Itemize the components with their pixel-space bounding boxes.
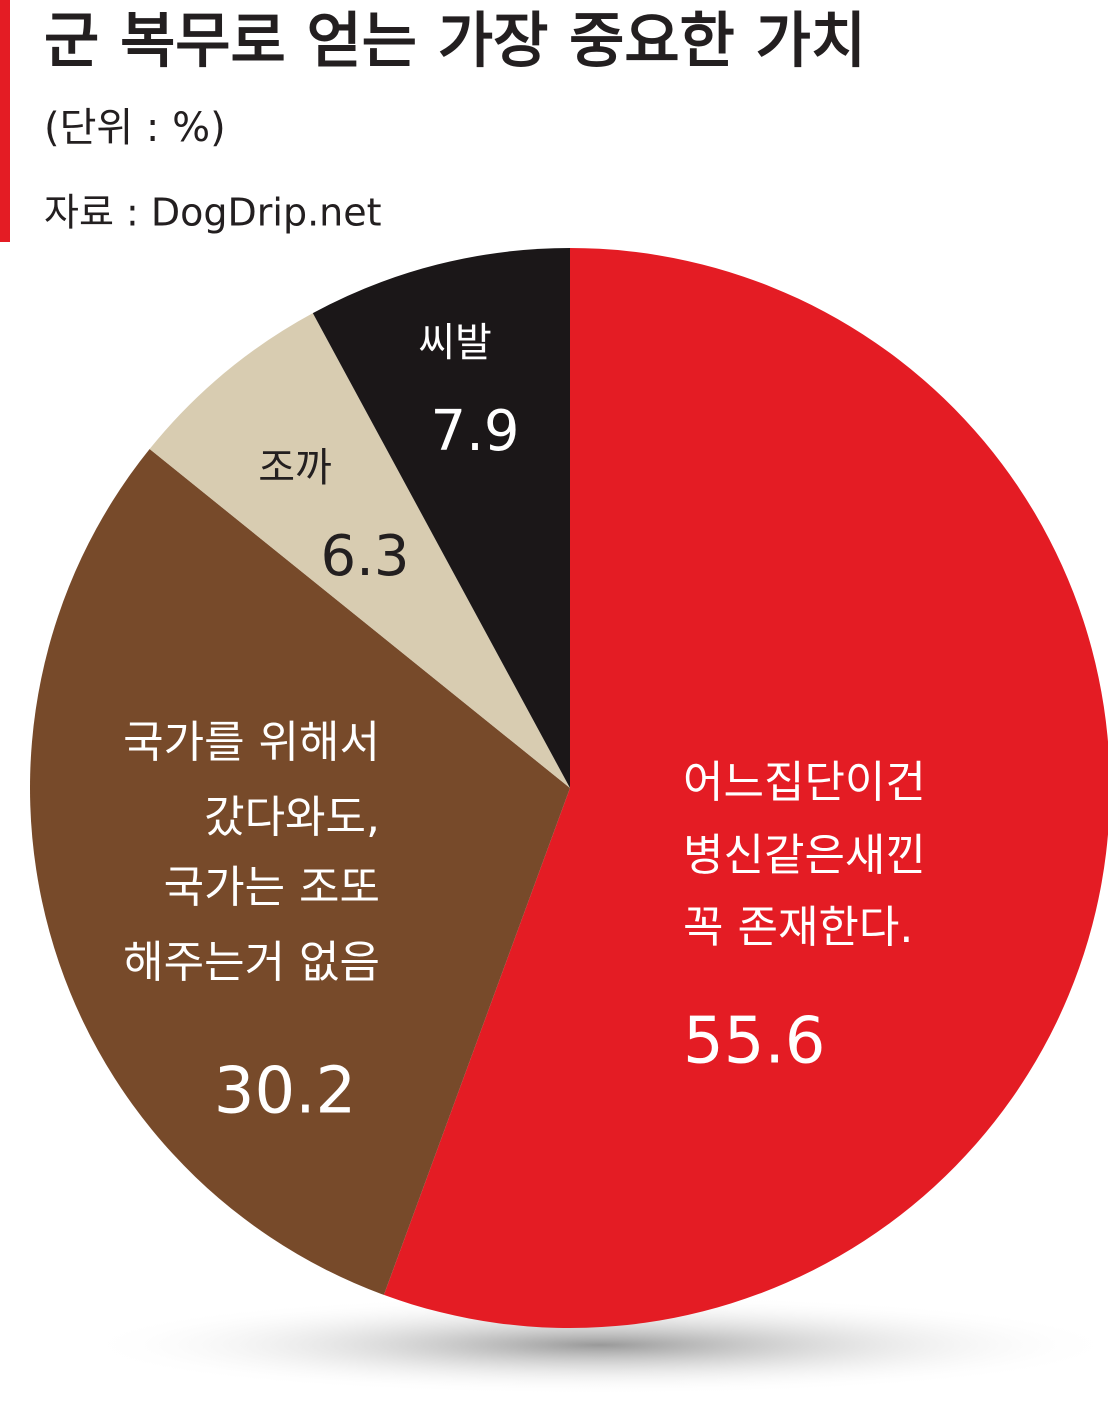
slice-label: 조까: [258, 445, 332, 491]
slice-label: 국가를 위해서: [123, 717, 380, 768]
shadow: [80, 1295, 1108, 1395]
slice-label: 해주는거 없음: [123, 937, 380, 988]
value-label: 30.2: [214, 1055, 357, 1129]
slice-label: 병신같은새낀: [683, 830, 926, 881]
pie-slice: [312, 248, 570, 788]
slice-label: 국가는 조또: [164, 862, 380, 913]
accent-bar: [0, 0, 10, 242]
pie-slice: [383, 248, 1108, 1328]
source: 자료 : DogDrip.net: [44, 191, 382, 235]
value-label: 6.3: [320, 524, 409, 589]
slice-label: 갔다와도,: [204, 792, 380, 843]
chart-title: 군 복무로 얻는 가장 중요한 가치: [44, 7, 866, 77]
chart-subtitle: (단위 : %): [44, 105, 226, 151]
slice-label: 꼭 존재한다.: [683, 902, 913, 953]
pie-slice: [149, 313, 570, 788]
pie-slice: [30, 449, 571, 1295]
value-label: 7.9: [430, 399, 519, 464]
value-label: 55.6: [683, 1005, 826, 1079]
slice-label: 씨발: [418, 320, 492, 366]
slice-label: 어느집단이건: [683, 757, 926, 808]
